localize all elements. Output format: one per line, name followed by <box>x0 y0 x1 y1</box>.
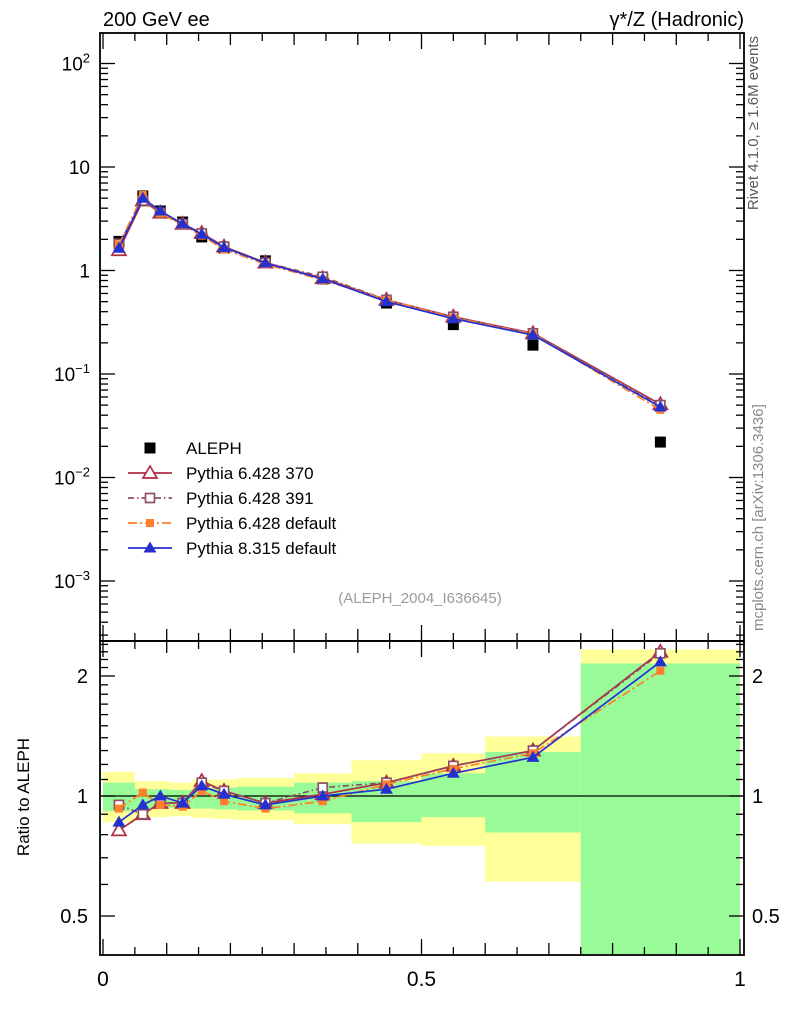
data-point-marker <box>258 798 272 810</box>
ratio-y-tick-label-right: 1 <box>752 786 763 808</box>
legend-item-label: ALEPH <box>186 439 242 458</box>
data-point-marker <box>220 797 229 806</box>
legend-item-label: Pythia 6.428 370 <box>186 464 314 483</box>
data-point-marker <box>653 655 667 667</box>
series-pythia-8-315-default <box>112 191 667 412</box>
data-point-marker <box>316 272 330 284</box>
data-point-marker <box>136 191 150 203</box>
data-point-marker <box>176 217 190 229</box>
data-point-marker <box>379 295 393 307</box>
series-aleph <box>113 190 666 448</box>
axes-and-ticks <box>100 33 744 955</box>
legend-item-pythia-6-428-391: Pythia 6.428 391 <box>128 489 314 508</box>
data-point-marker <box>379 782 393 794</box>
ratio-uncertainty-bands <box>101 649 743 954</box>
main-y-tick-label: 10 <box>69 158 90 179</box>
data-point-marker <box>138 788 147 797</box>
data-point-marker <box>156 800 165 809</box>
x-tick-label: 1 <box>734 968 746 991</box>
main-y-tick-label: 10−2 <box>54 465 90 490</box>
main-panel-series <box>110 190 669 448</box>
band-inner <box>580 663 740 954</box>
data-point-marker <box>258 256 272 268</box>
ratio-y-tick-label: 2 <box>77 666 88 688</box>
rivet-version-note: Rivet 4.1.0, ≥ 1.6M events <box>745 36 762 210</box>
data-point-marker <box>195 227 209 239</box>
data-point-marker <box>316 789 330 801</box>
axis-tick-labels: 102 10 1 10−1 10−2 10−3 2 2 1 1 0.5 0.5 0 0.5 1 <box>54 51 780 992</box>
data-point-marker <box>447 319 459 331</box>
ratio-y-tick-label-right: 0.5 <box>752 906 780 928</box>
data-point-marker <box>197 786 206 795</box>
main-y-tick-label: 10−3 <box>54 568 90 593</box>
data-point-marker <box>112 241 126 253</box>
data-point-marker <box>141 464 159 479</box>
ratio-y-tick-label-right: 2 <box>752 666 763 688</box>
data-point-marker <box>146 519 154 527</box>
legend-item-label: Pythia 6.428 default <box>186 514 337 533</box>
data-point-marker <box>526 750 540 762</box>
data-point-marker <box>176 796 190 808</box>
main-y-tick-label: 102 <box>62 51 90 76</box>
data-point-marker <box>137 808 149 820</box>
ratio-panel-series <box>110 643 669 837</box>
main-y-tick-label: 1 <box>79 262 90 283</box>
analysis-watermark: (ALEPH_2004_I636645) <box>338 590 501 607</box>
data-point-marker <box>112 815 126 827</box>
data-point-marker <box>526 328 540 340</box>
data-point-marker <box>110 821 128 837</box>
title-left: 200 GeV ee <box>103 9 210 31</box>
legend-item-pythia-8-315-default: Pythia 8.315 default <box>128 539 337 558</box>
main-y-tick-label: 10−1 <box>54 361 90 386</box>
data-point-marker <box>153 204 167 216</box>
legend-item-pythia-6-428-default: Pythia 6.428 default <box>128 514 337 533</box>
ratio-y-axis-title: Ratio to ALEPH <box>14 738 33 856</box>
band-inner <box>421 773 486 818</box>
data-point-marker <box>143 541 157 553</box>
data-point-marker <box>446 766 460 778</box>
data-point-marker <box>653 400 667 412</box>
data-point-marker <box>153 789 167 801</box>
data-point-marker <box>318 797 327 806</box>
ratio-panel-frame <box>99 640 745 956</box>
title-right: γ*/Z (Hadronic) <box>610 9 744 31</box>
data-point-marker <box>527 339 539 351</box>
series-pythia-6-428-default <box>114 666 665 813</box>
plot-legend: ALEPH Pythia 6.428 370 Pythia 6.428 391 Pyt… <box>128 439 337 558</box>
data-point-marker <box>144 442 156 454</box>
mcplots-arxiv-note: mcplots.cern.ch [arXiv:1306.3436] <box>750 404 767 631</box>
legend-item-pythia-6-428-370: Pythia 6.428 370 <box>128 464 314 483</box>
data-point-marker <box>114 804 123 813</box>
data-point-marker <box>217 787 231 799</box>
data-point-marker <box>144 492 156 504</box>
band-inner <box>485 751 581 833</box>
ratio-y-tick-label: 1 <box>77 786 88 808</box>
data-point-marker <box>446 312 460 324</box>
legend-item-label: Pythia 8.315 default <box>186 539 337 558</box>
legend-item-label: Pythia 6.428 391 <box>186 489 314 508</box>
panel-frames <box>99 32 745 956</box>
data-point-marker <box>654 436 666 448</box>
x-tick-label: 0 <box>97 968 109 991</box>
data-point-marker <box>195 779 209 791</box>
x-tick-label: 0.5 <box>407 968 436 991</box>
ratio-y-tick-label: 0.5 <box>60 906 88 928</box>
data-point-marker <box>217 240 231 252</box>
series-pythia-8-315-default <box>112 655 667 827</box>
data-point-marker <box>656 666 665 675</box>
legend-item-aleph: ALEPH <box>144 439 242 458</box>
data-point-marker <box>136 798 150 810</box>
